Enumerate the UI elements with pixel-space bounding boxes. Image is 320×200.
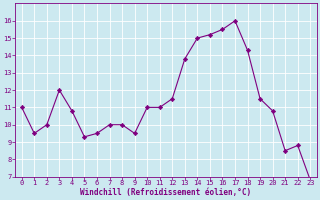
X-axis label: Windchill (Refroidissement éolien,°C): Windchill (Refroidissement éolien,°C) [80, 188, 252, 197]
